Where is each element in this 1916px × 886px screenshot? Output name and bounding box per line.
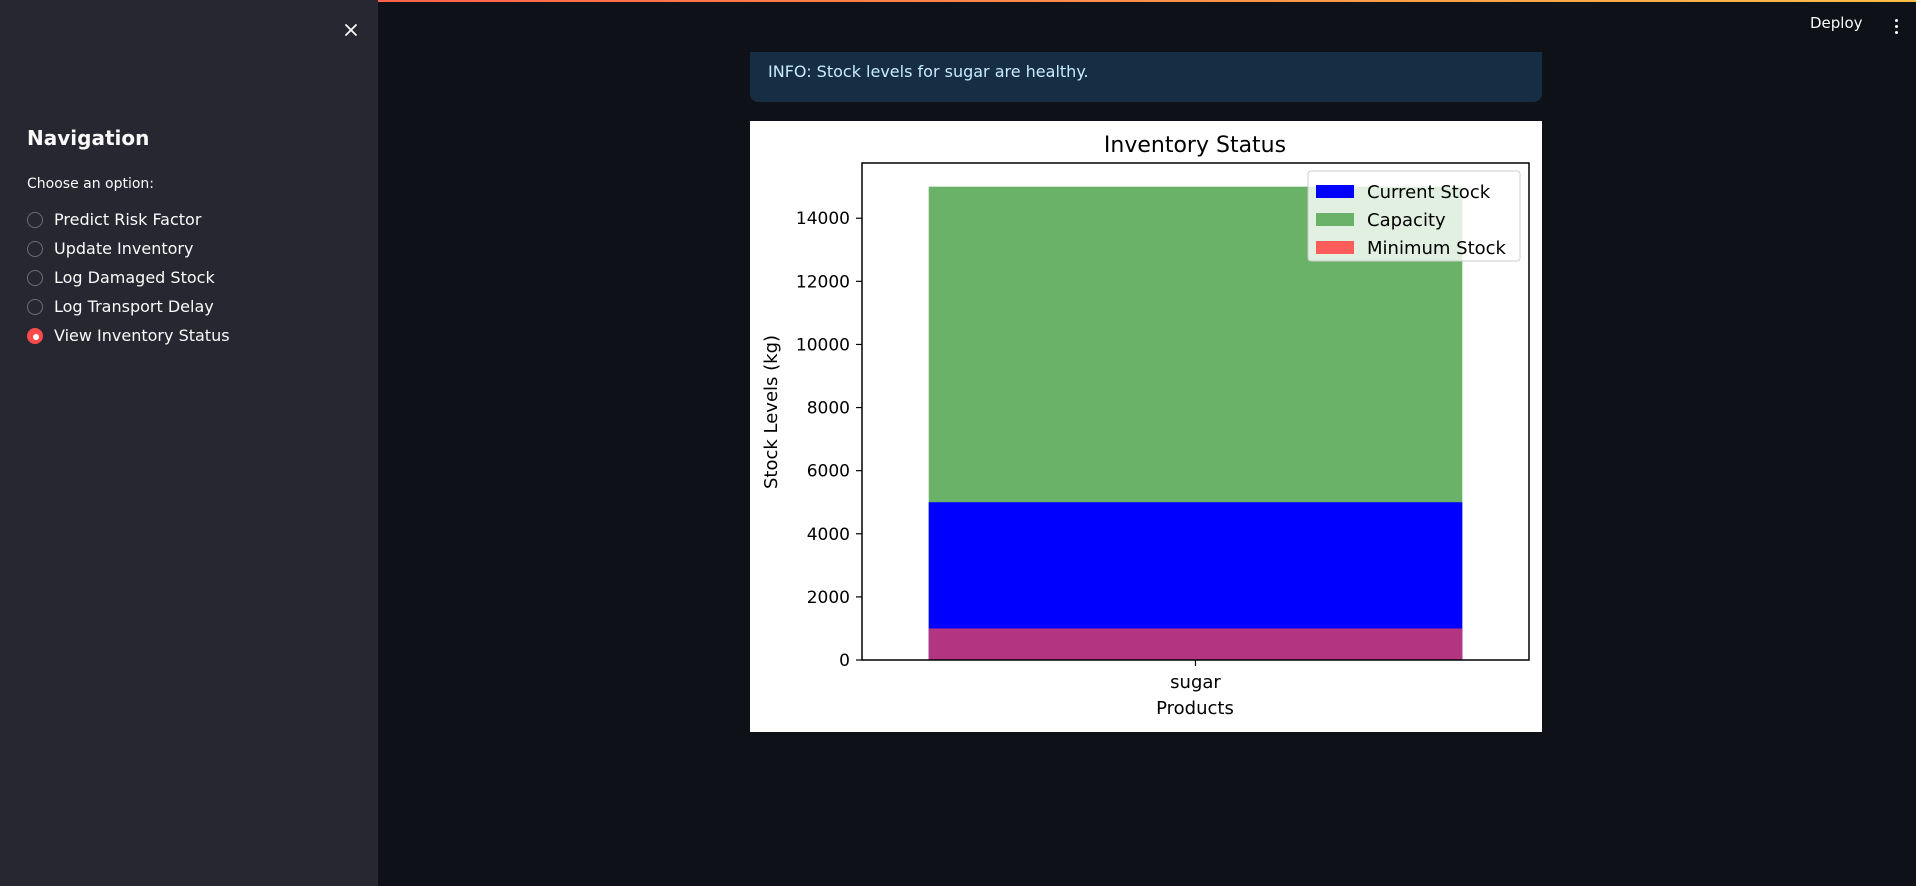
legend-swatch (1316, 213, 1354, 226)
chart-legend: Current Stock Capacity Minimum Stock (1307, 170, 1521, 262)
y-tick-label: 12000 (796, 272, 850, 292)
chart-title: Inventory Status (1104, 133, 1286, 158)
sidebar: Navigation Choose an option: Predict Ris… (0, 0, 378, 886)
radio-button[interactable] (27, 269, 43, 286)
x-ticks-group: sugar (1170, 660, 1221, 693)
bars-group (928, 186, 1463, 660)
radio-option-view-inventory-status[interactable]: View Inventory Status (27, 321, 230, 350)
top-decoration-bar (0, 0, 1916, 2)
radio-option-log-transport-delay[interactable]: Log Transport Delay (27, 292, 230, 321)
radio-group-label: Choose an option: (27, 176, 155, 192)
deploy-button[interactable]: Deploy (1810, 14, 1863, 32)
radio-button[interactable] (27, 211, 43, 228)
radio-option-label: Log Damaged Stock (54, 268, 215, 287)
plot-frame (861, 162, 1530, 661)
y-axis-label: Stock Levels (kg) (761, 335, 782, 489)
navigation-radio-group: Predict Risk Factor Update Inventory Log… (27, 205, 230, 350)
close-sidebar-button[interactable] (336, 15, 366, 45)
vertical-dots-icon-dot (1894, 30, 1898, 34)
bar-minimum-stock (928, 628, 1463, 660)
close-icon (345, 24, 357, 36)
y-tick-label: 2000 (807, 588, 850, 608)
legend-label: Current Stock (1367, 182, 1491, 203)
y-tick-label: 8000 (807, 399, 850, 419)
main-menu-button[interactable] (1886, 14, 1906, 38)
radio-option-label: View Inventory Status (54, 326, 230, 345)
legend-label: Minimum Stock (1367, 238, 1507, 259)
y-tick-label: 10000 (796, 335, 850, 355)
legend-swatch (1316, 185, 1354, 198)
info-alert: INFO: Stock levels for sugar are healthy… (750, 52, 1542, 102)
x-tick-label: sugar (1170, 672, 1221, 693)
radio-option-predict-risk-factor[interactable]: Predict Risk Factor (27, 205, 230, 234)
x-axis-label: Products (1156, 698, 1234, 719)
radio-option-label: Log Transport Delay (54, 297, 214, 316)
vertical-dots-icon-dot (1894, 24, 1898, 28)
chart-svg: Inventory Status Stock Levels (kg) Produ… (761, 133, 1530, 719)
y-tick-label: 4000 (807, 525, 850, 545)
radio-option-log-damaged-stock[interactable]: Log Damaged Stock (27, 263, 230, 292)
radio-button-selected[interactable] (27, 327, 43, 344)
y-tick-label: 6000 (807, 462, 850, 482)
y-ticks-group: 0 2000 4000 6000 8000 10000 12000 14000 (796, 209, 862, 671)
radio-option-label: Predict Risk Factor (54, 210, 202, 229)
legend-box (1307, 170, 1521, 262)
info-message: INFO: Stock levels for sugar are healthy… (768, 62, 1089, 81)
radio-option-label: Update Inventory (54, 239, 194, 258)
legend-swatch (1316, 241, 1354, 254)
legend-label: Capacity (1367, 210, 1446, 231)
radio-button[interactable] (27, 298, 43, 315)
y-tick-label: 14000 (796, 209, 850, 229)
radio-option-update-inventory[interactable]: Update Inventory (27, 234, 230, 263)
sidebar-title: Navigation (27, 126, 150, 150)
y-tick-label: 0 (839, 651, 850, 671)
vertical-dots-icon (1894, 18, 1898, 22)
inventory-chart: Inventory Status Stock Levels (kg) Produ… (750, 121, 1542, 732)
radio-button[interactable] (27, 240, 43, 257)
